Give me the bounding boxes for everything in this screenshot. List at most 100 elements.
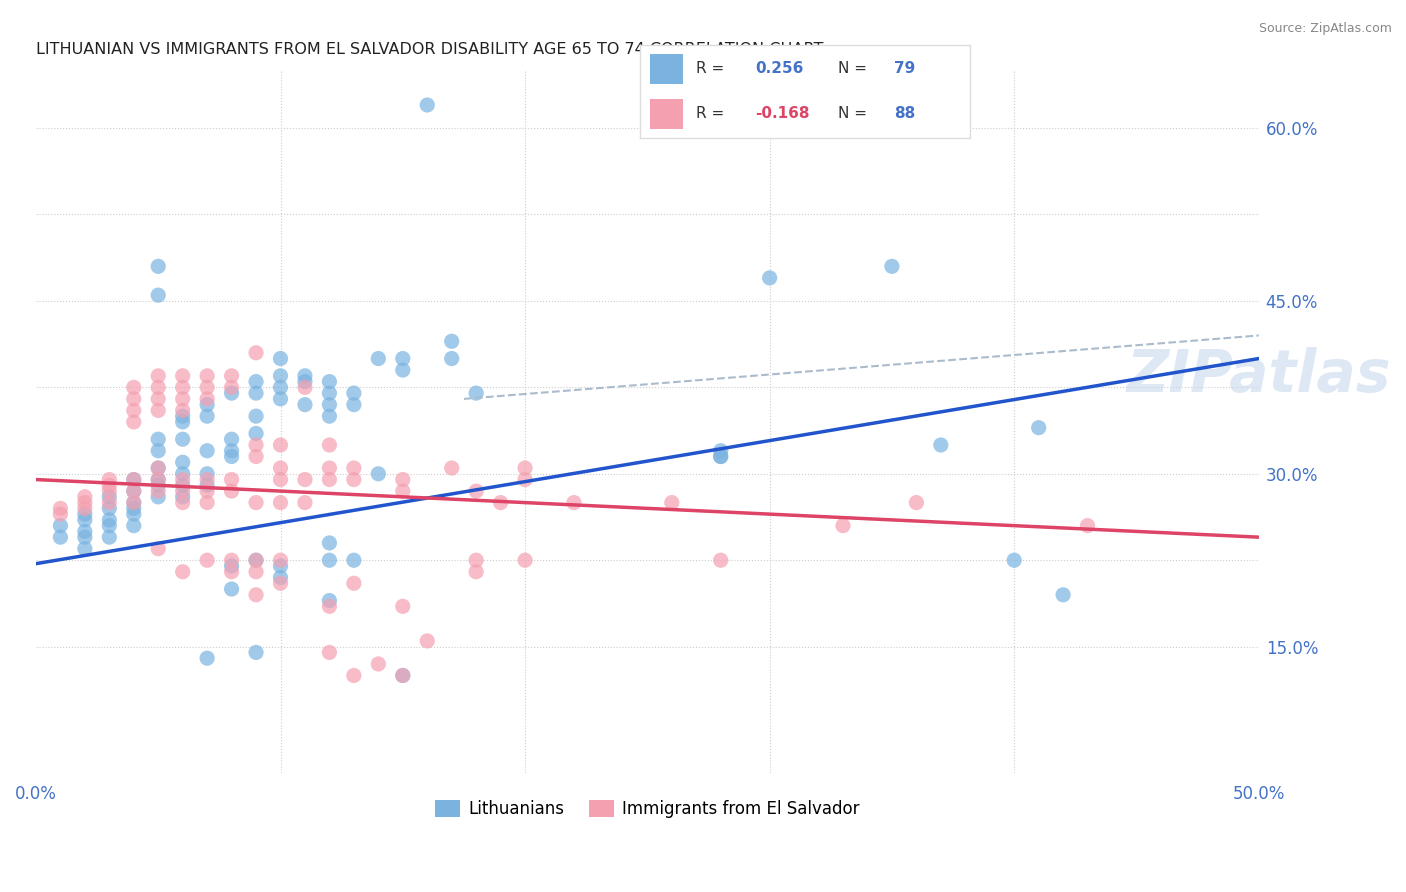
Point [172,473,194,487]
Point [172,403,194,417]
Point [221,368,243,383]
Point [318,473,340,487]
Point [221,380,243,394]
Point [343,553,366,567]
Point [245,553,267,567]
Point [122,473,145,487]
Point [195,392,218,406]
Text: ZIPatlas: ZIPatlas [1126,347,1391,404]
Point [343,473,366,487]
Point [73,530,96,544]
Point [122,473,145,487]
Point [122,518,145,533]
Point [270,461,292,475]
Point [98,501,121,516]
Point [195,484,218,499]
Point [98,478,121,492]
Point [172,565,194,579]
Point [221,450,243,464]
Point [343,398,366,412]
Point [172,432,194,446]
Point [221,582,243,596]
Point [221,386,243,401]
Point [245,588,267,602]
Point [172,490,194,504]
Point [49,501,72,516]
Point [148,403,170,417]
Point [49,530,72,544]
Text: Source: ZipAtlas.com: Source: ZipAtlas.com [1258,22,1392,36]
Point [391,668,413,682]
Point [245,375,267,389]
Text: R =: R = [696,62,730,77]
Point [318,645,340,659]
Point [270,553,292,567]
Point [148,484,170,499]
Point [391,599,413,614]
Point [245,345,267,359]
Point [195,409,218,424]
Point [391,351,413,366]
Point [294,473,316,487]
Point [294,368,316,383]
Point [221,443,243,458]
Point [245,426,267,441]
Point [49,518,72,533]
Point [270,392,292,406]
Point [195,380,218,394]
Point [318,461,340,475]
Point [195,467,218,481]
Point [195,495,218,509]
Point [343,386,366,401]
Point [489,495,512,509]
Point [391,484,413,499]
Point [270,380,292,394]
Point [318,553,340,567]
Point [73,490,96,504]
Point [465,484,488,499]
Point [148,443,170,458]
Bar [650,54,683,84]
Point [1002,553,1025,567]
Point [172,495,194,509]
Point [148,260,170,274]
Point [148,392,170,406]
Point [122,507,145,521]
Point [318,409,340,424]
Point [195,651,218,665]
Point [122,484,145,499]
Point [343,461,366,475]
Point [73,495,96,509]
Point [513,553,536,567]
Text: 0.256: 0.256 [755,62,804,77]
Point [391,668,413,682]
Point [367,467,389,481]
Point [148,380,170,394]
Point [148,288,170,302]
Point [73,507,96,521]
Legend: Lithuanians, Immigrants from El Salvador: Lithuanians, Immigrants from El Salvador [427,793,866,825]
Point [122,495,145,509]
Point [172,409,194,424]
Text: N =: N = [838,106,872,121]
Point [122,403,145,417]
Text: -0.168: -0.168 [755,106,810,121]
Point [98,513,121,527]
Point [98,490,121,504]
Point [270,368,292,383]
Point [221,432,243,446]
Point [221,553,243,567]
Point [172,392,194,406]
Point [221,565,243,579]
Point [513,461,536,475]
Point [195,443,218,458]
Point [367,657,389,671]
Point [245,450,267,464]
Point [195,473,218,487]
Point [294,398,316,412]
Point [195,368,218,383]
Point [98,518,121,533]
Point [318,593,340,607]
Text: LITHUANIAN VS IMMIGRANTS FROM EL SALVADOR DISABILITY AGE 65 TO 74 CORRELATION CH: LITHUANIAN VS IMMIGRANTS FROM EL SALVADO… [37,42,824,57]
Point [195,478,218,492]
